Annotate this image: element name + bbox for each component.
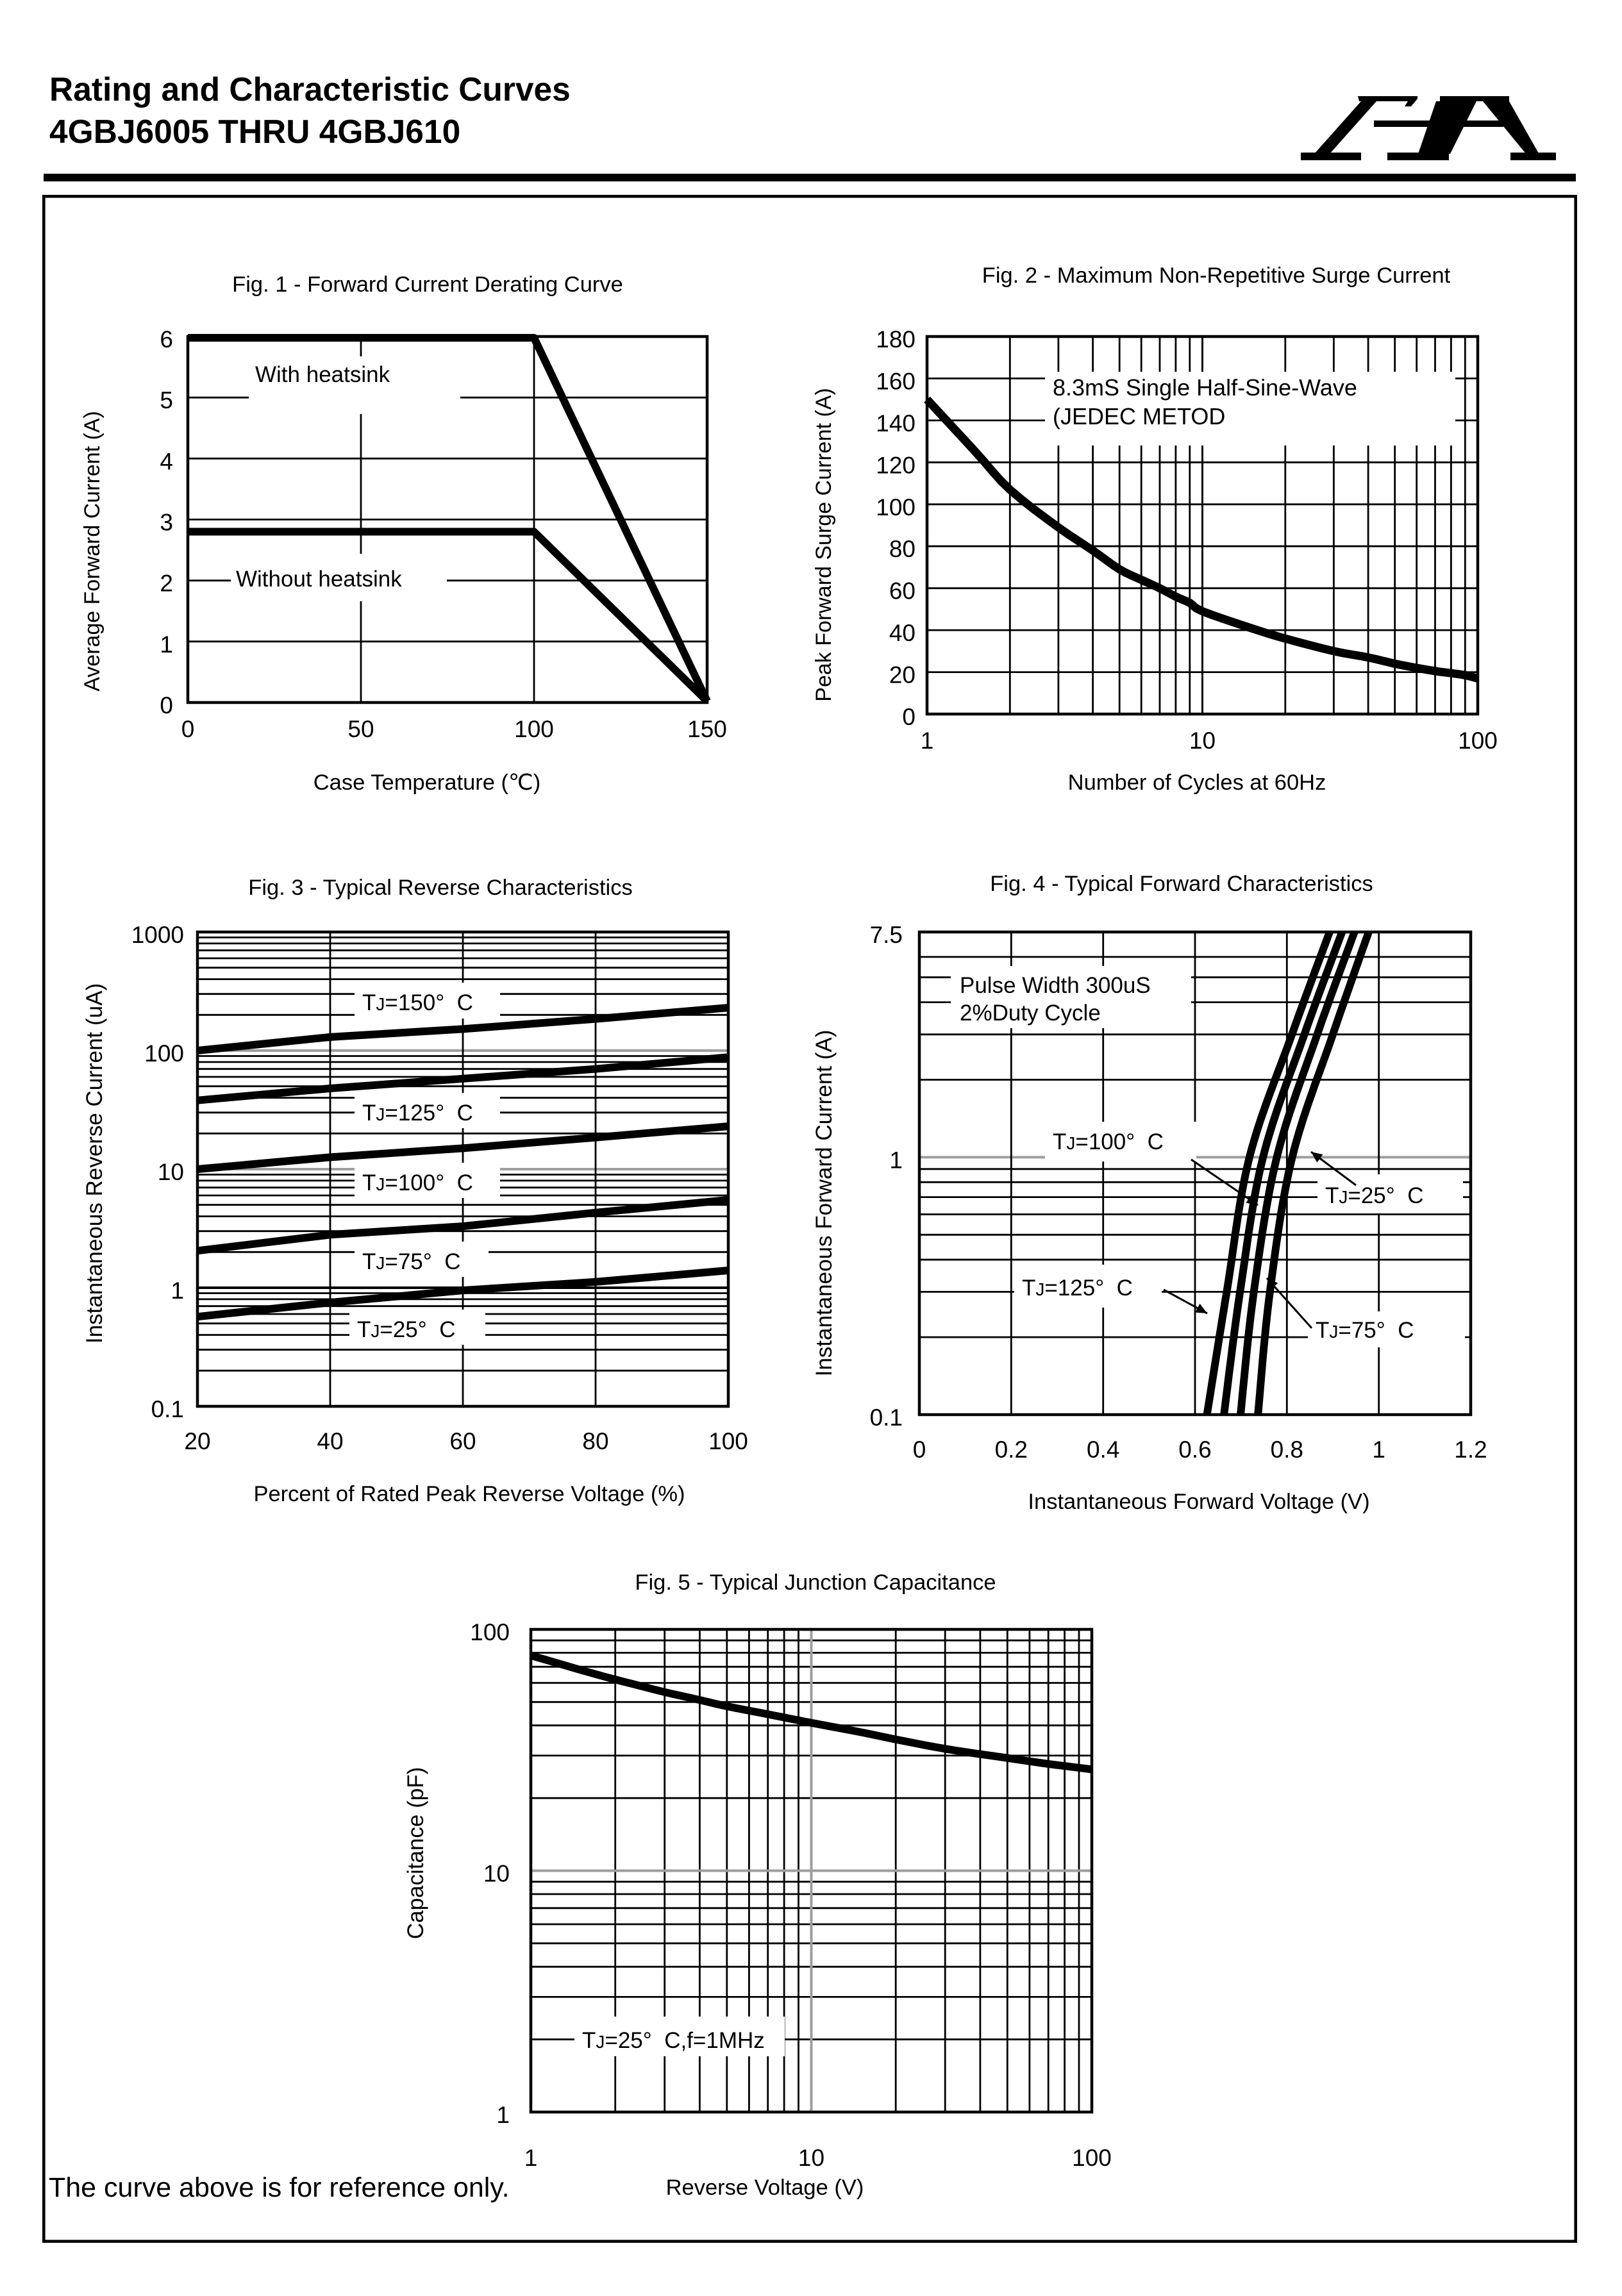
svg-text:0.8: 0.8 (1271, 1436, 1303, 1463)
svg-text:100: 100 (708, 1428, 748, 1454)
svg-text:140: 140 (876, 410, 916, 437)
svg-text:TJ=125° C: TJ=125° C (362, 1101, 473, 1126)
svg-text:Case Temperature (℃): Case Temperature (℃) (314, 770, 540, 795)
svg-text:0.1: 0.1 (870, 1404, 903, 1431)
svg-text:80: 80 (889, 536, 916, 562)
svg-text:Average Forward Current (A): Average Forward Current (A) (80, 411, 105, 692)
svg-text:1: 1 (524, 2145, 538, 2171)
svg-text:Pulse Width 300uS: Pulse Width 300uS (960, 973, 1151, 998)
svg-text:Fig. 1 - Forward Current Derat: Fig. 1 - Forward Current Derating Curve (232, 272, 623, 297)
svg-text:0: 0 (160, 692, 173, 719)
svg-text:TJ=100° C: TJ=100° C (362, 1170, 473, 1195)
svg-text:10: 10 (1189, 728, 1216, 754)
svg-text:1: 1 (160, 631, 173, 658)
svg-text:1: 1 (171, 1277, 184, 1304)
svg-text:0.6: 0.6 (1178, 1436, 1211, 1463)
svg-text:Instantaneous Forward Voltage: Instantaneous Forward Voltage (V) (1028, 1490, 1369, 1514)
svg-text:100: 100 (1072, 2145, 1112, 2171)
svg-text:2: 2 (160, 570, 173, 597)
svg-text:Instantaneous Reverse Current: Instantaneous Reverse Current (uA) (82, 983, 107, 1343)
svg-text:50: 50 (347, 716, 374, 742)
svg-text:Instantaneous Forward Current: Instantaneous Forward Current (A) (812, 1030, 837, 1377)
svg-text:Fig. 5 - Typical Junction Capa: Fig. 5 - Typical Junction Capacitance (635, 1570, 996, 1595)
svg-text:5: 5 (160, 387, 173, 413)
svg-text:7.5: 7.5 (870, 922, 903, 948)
svg-text:120: 120 (876, 452, 916, 478)
svg-text:1: 1 (921, 728, 934, 754)
svg-text:TJ=100° C: TJ=100° C (1053, 1129, 1164, 1154)
svg-text:The curve above is for referen: The curve above is for reference only. (49, 2172, 510, 2203)
svg-text:Percent of Rated Peak Reverse: Percent of Rated Peak Reverse Voltage (%… (253, 1482, 685, 1506)
svg-text:TJ=125° C: TJ=125° C (1022, 1276, 1133, 1301)
svg-text:40: 40 (889, 620, 916, 646)
svg-text:TJ=150° C: TJ=150° C (362, 990, 473, 1015)
svg-text:10: 10 (158, 1159, 184, 1185)
svg-text:1: 1 (496, 2102, 510, 2128)
svg-text:100: 100 (1458, 728, 1498, 754)
svg-text:20: 20 (889, 662, 916, 688)
svg-text:60: 60 (889, 578, 916, 604)
svg-text:0.1: 0.1 (151, 1396, 184, 1422)
svg-text:0: 0 (913, 1436, 926, 1463)
svg-text:150: 150 (687, 716, 727, 742)
svg-text:2%Duty Cycle: 2%Duty Cycle (960, 1001, 1101, 1026)
svg-text:Fig. 2 - Maximum Non-Repetitiv: Fig. 2 - Maximum Non-Repetitive Surge Cu… (982, 263, 1451, 288)
svg-text:0: 0 (902, 704, 916, 730)
svg-text:4GBJ6005 THRU 4GBJ610: 4GBJ6005 THRU 4GBJ610 (49, 113, 460, 150)
svg-text:100: 100 (876, 494, 916, 520)
svg-text:Rating and Characteristic Curv: Rating and Characteristic Curves (49, 71, 571, 108)
svg-text:Fig. 4 - Typical Forward Chara: Fig. 4 - Typical Forward Characteristics (990, 872, 1373, 896)
svg-text:20: 20 (184, 1428, 210, 1454)
svg-text:(JEDEC METOD: (JEDEC METOD (1053, 403, 1225, 429)
svg-text:0: 0 (181, 716, 195, 742)
svg-text:Reverse Voltage (V): Reverse Voltage (V) (666, 2175, 864, 2200)
svg-text:Fig. 3 - Typical Reverse Chara: Fig. 3 - Typical Reverse Characteristics (248, 876, 632, 900)
svg-text:TJ=75° C: TJ=75° C (1316, 1318, 1414, 1343)
svg-text:With heatsink: With heatsink (255, 362, 390, 387)
svg-text:0.4: 0.4 (1087, 1436, 1119, 1463)
svg-text:180: 180 (876, 326, 916, 353)
svg-text:10: 10 (798, 2145, 824, 2171)
svg-text:10: 10 (483, 1861, 510, 1887)
svg-text:TJ=75° C: TJ=75° C (362, 1249, 460, 1274)
svg-text:TJ=25° C,f=1MHz: TJ=25° C,f=1MHz (582, 2028, 765, 2053)
svg-text:4: 4 (160, 448, 173, 474)
svg-text:1: 1 (889, 1147, 903, 1173)
svg-text:Capacitance (pF): Capacitance (pF) (403, 1767, 428, 1939)
svg-text:8.3mS Single Half-Sine-Wave: 8.3mS Single Half-Sine-Wave (1053, 374, 1357, 401)
svg-text:6: 6 (160, 326, 173, 353)
svg-text:Without heatsink: Without heatsink (236, 567, 402, 592)
svg-text:100: 100 (514, 716, 554, 742)
svg-text:TJ=25° C: TJ=25° C (357, 1317, 455, 1342)
svg-text:1000: 1000 (131, 922, 184, 948)
svg-text:1: 1 (1372, 1436, 1385, 1463)
svg-text:1.2: 1.2 (1454, 1436, 1487, 1463)
svg-text:100: 100 (470, 1619, 510, 1645)
svg-text:TJ=25° C: TJ=25° C (1325, 1183, 1423, 1208)
svg-text:3: 3 (160, 510, 173, 536)
svg-text:Number of Cycles at 60Hz: Number of Cycles at 60Hz (1068, 770, 1326, 795)
svg-text:80: 80 (582, 1428, 608, 1454)
svg-text:160: 160 (876, 368, 916, 394)
svg-text:Peak Forward Surge Current (A): Peak Forward Surge Current (A) (812, 388, 836, 701)
svg-text:0.2: 0.2 (995, 1436, 1028, 1463)
svg-text:40: 40 (317, 1428, 343, 1454)
svg-text:60: 60 (449, 1428, 476, 1454)
svg-text:100: 100 (144, 1040, 184, 1067)
